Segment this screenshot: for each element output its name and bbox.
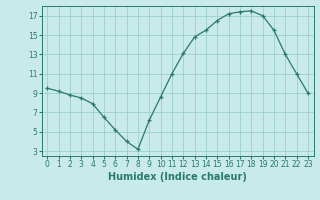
X-axis label: Humidex (Indice chaleur): Humidex (Indice chaleur) — [108, 172, 247, 182]
